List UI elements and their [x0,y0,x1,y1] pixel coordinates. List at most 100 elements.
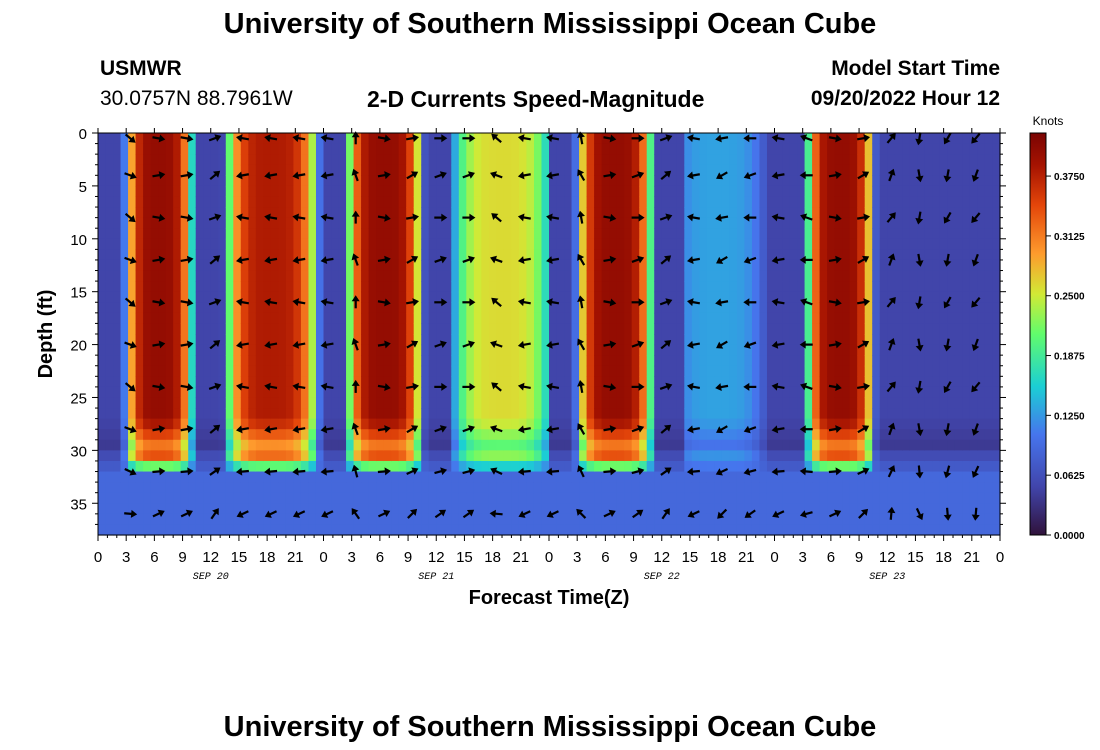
heatmap-cell [782,429,791,441]
current-arrow [462,425,475,433]
heatmap-cell [789,450,798,462]
heatmap-cell [579,429,588,441]
heatmap-cell [158,291,167,303]
heatmap-cell [150,397,159,409]
x-tick-label: 0 [94,549,102,566]
current-arrow [943,296,952,309]
heatmap-cell [413,270,422,282]
current-arrow [857,467,870,476]
heatmap-cell [383,492,392,504]
heatmap-cell [150,429,159,441]
heatmap-cell [774,154,783,166]
heatmap-cell [932,492,941,504]
heatmap-cell [879,408,888,420]
heatmap-cell [376,386,385,399]
heatmap-cell [353,386,362,399]
heatmap-cell [526,513,535,526]
heatmap-cell [947,323,956,335]
heatmap-cell [481,270,490,282]
current-arrow [406,213,419,222]
heatmap-cell [849,281,858,293]
heatmap-cell [263,439,272,451]
heatmap-cell [654,133,663,145]
heatmap-cell [744,238,753,250]
heatmap-cell [225,217,234,229]
heatmap-cell [834,164,843,176]
heatmap-cell [361,238,370,250]
heatmap-cell [789,270,798,282]
heatmap-cell [947,302,956,314]
heatmap-cell [331,365,340,377]
heatmap-cell [503,312,513,325]
heatmap-cell [98,344,107,356]
heatmap-cell [533,429,543,441]
heatmap-cell [872,133,881,145]
heatmap-cell [887,207,896,219]
heatmap-cell [894,365,903,377]
heatmap-cell [954,503,964,515]
heatmap-cell [135,503,144,515]
heatmap-cell [526,503,535,515]
heatmap-cell [143,334,152,346]
heatmap-cell [278,143,287,155]
heatmap-cell [766,386,776,399]
heatmap-cell [203,302,212,314]
heatmap-cell [541,164,550,176]
heatmap-cell [143,471,152,483]
heatmap-cell [969,450,979,462]
heatmap-cell [361,207,370,219]
heatmap-cell [338,513,347,526]
heatmap-cell [98,217,107,229]
heatmap-cell [586,334,595,346]
heatmap-cell [797,397,806,409]
heatmap-cell [684,217,693,229]
heatmap-cell [346,450,355,462]
heatmap-cell [984,281,994,293]
heatmap-cell [300,471,310,483]
heatmap-cell [646,482,655,494]
heatmap-cell [391,503,400,515]
heatmap-cell [451,460,460,473]
current-arrow [489,509,503,518]
heatmap-cell [962,397,971,409]
heatmap-cell [285,460,295,473]
heatmap-cell [496,344,505,356]
current-arrow [687,213,700,222]
current-arrow [208,134,222,142]
heatmap-cell [864,312,873,325]
heatmap-cell [872,344,881,356]
heatmap-cell [203,471,212,483]
heatmap-cell [526,154,535,166]
heatmap-cell [158,471,167,483]
heatmap-cell [624,365,633,377]
heatmap-cell [383,207,392,219]
heatmap-cell [571,334,580,346]
heatmap-cell [368,207,377,219]
heatmap-cell [533,344,543,356]
heatmap-cell [699,185,708,198]
heatmap-cell [594,270,603,282]
heatmap-cell [646,207,655,219]
heatmap-cell [255,450,264,462]
heatmap-cell [699,376,708,388]
heatmap-cell [270,482,279,494]
heatmap-cell [984,471,994,483]
heatmap-cell [233,376,242,388]
heatmap-cell [391,249,400,261]
heatmap-cell [549,185,558,198]
heatmap-cell [609,334,618,346]
heatmap-cell [128,281,137,293]
heatmap-cell [699,164,708,176]
current-arrow [857,255,870,264]
heatmap-cell [285,133,295,145]
heatmap-cell [98,228,107,240]
heatmap-cell [285,334,295,346]
heatmap-cell [533,386,543,399]
heatmap-cell [751,302,761,314]
heatmap-cell [323,418,332,430]
heatmap-cell [969,302,979,314]
heatmap-cell [766,334,776,346]
heatmap-cell [616,154,625,166]
heatmap-cell [947,418,956,430]
